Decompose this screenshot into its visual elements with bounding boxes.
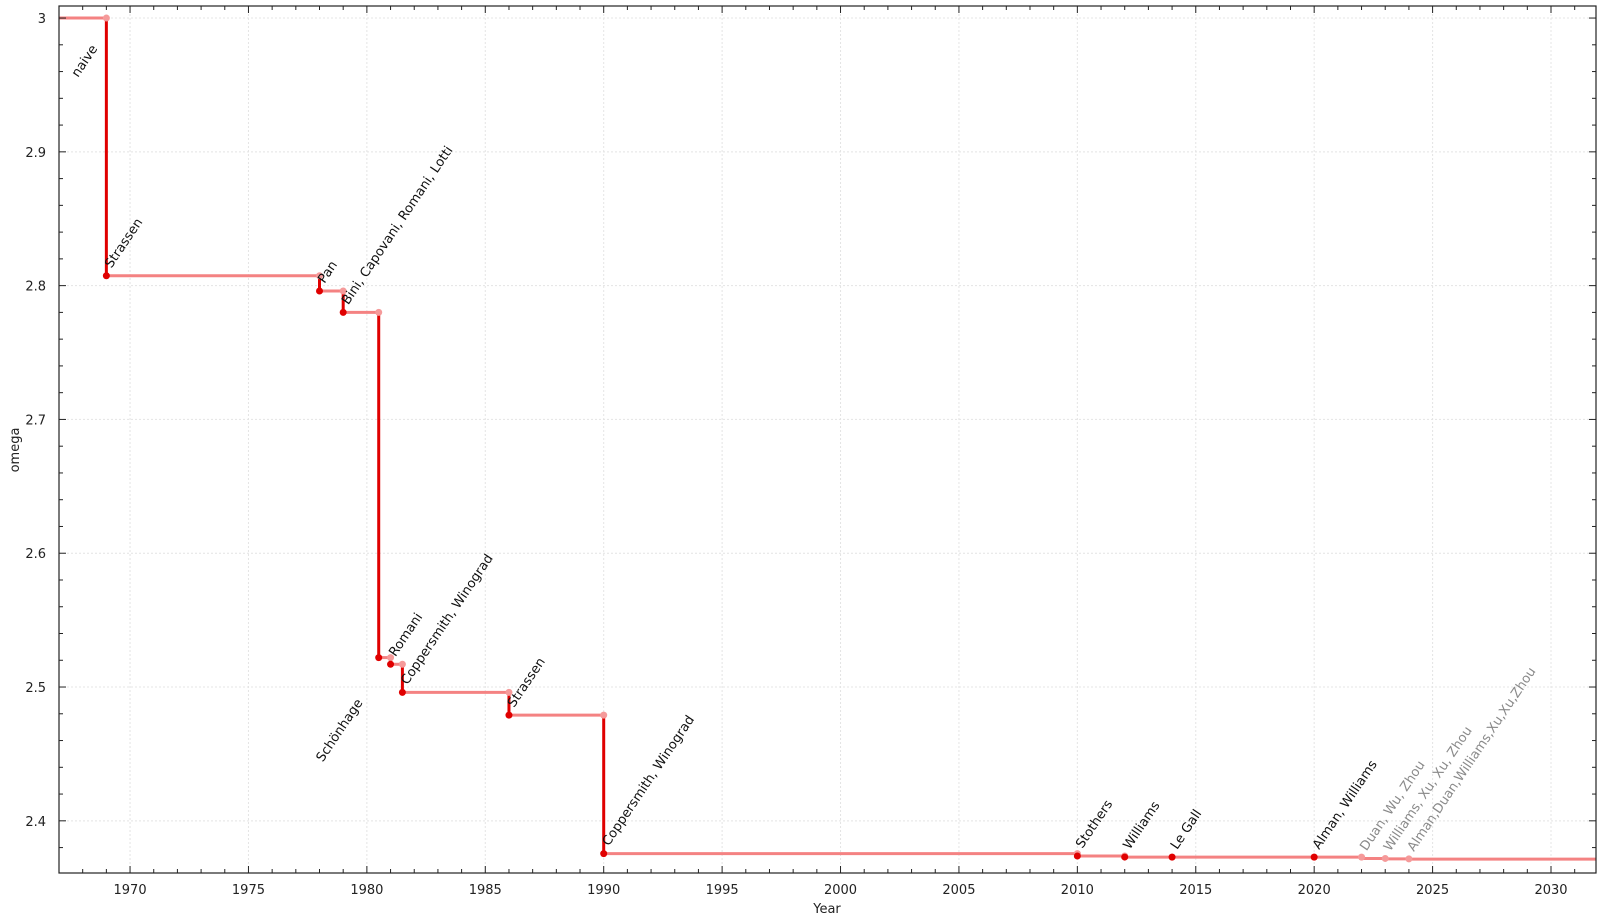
record-marker: [1073, 852, 1081, 860]
record-label: Alman,Duan,Williams,Xu,Xu,Zhou: [1405, 665, 1540, 855]
axes: 1970 1975 1980 1985 1990 1995 2000 2005 2010 2015…: [25, 5, 1597, 898]
x-tick-label: 1995: [706, 883, 739, 898]
y-tick-label: 2.6: [25, 547, 46, 562]
x-tick-label: 1970: [114, 883, 147, 898]
y-tick-label: 2.5: [25, 681, 46, 696]
series: [59, 14, 1596, 863]
record-label: Williams: [1121, 799, 1164, 853]
record-label: Strassen: [102, 216, 146, 271]
y-tick-label: 2.7: [25, 413, 46, 428]
step-marker: [398, 660, 406, 668]
y-tick-label: 2.9: [25, 146, 46, 161]
record-marker: [375, 654, 383, 662]
step-marker: [505, 688, 513, 696]
x-tick-label: 1990: [587, 883, 620, 898]
x-tick-label: 1985: [469, 883, 502, 898]
record-marker: [339, 308, 347, 316]
x-tick-label: 2025: [1416, 883, 1449, 898]
step-marker: [339, 287, 347, 295]
y-axis-title: omega: [8, 428, 23, 473]
x-tick-label: 2030: [1534, 883, 1567, 898]
record-marker: [1168, 853, 1176, 861]
step-marker: [1405, 855, 1413, 863]
x-tick-label: 2010: [1061, 883, 1094, 898]
record-marker: [505, 711, 513, 719]
record-marker: [1310, 853, 1318, 861]
step-marker: [387, 654, 395, 662]
record-label: naive: [69, 42, 101, 80]
y-tick-label: 2.8: [25, 280, 46, 295]
x-axis-title: Year: [812, 902, 841, 917]
record-marker: [102, 272, 110, 280]
plot-frame: [58, 5, 1597, 874]
record-label: Bini, Capovani, Romani, Lotti: [339, 144, 456, 308]
y-tick-label: 2.4: [25, 815, 46, 830]
step-marker: [102, 14, 110, 22]
record-label: Coppersmith, Winograd: [600, 713, 698, 849]
x-tick-label: 2015: [1179, 883, 1212, 898]
record-label: Le Gall: [1168, 807, 1205, 852]
record-marker: [387, 660, 395, 668]
y-tick-label: 3: [38, 12, 46, 27]
step-marker: [1358, 853, 1366, 861]
record-label: Schönhage: [314, 697, 367, 765]
x-tick-label: 2000: [824, 883, 857, 898]
x-tick-label: 2020: [1298, 883, 1331, 898]
record-marker: [316, 287, 324, 295]
record-marker: [600, 850, 608, 858]
step-marker: [600, 711, 608, 719]
x-tick-label: 1975: [232, 883, 265, 898]
x-tick-label: 1980: [350, 883, 383, 898]
step-marker: [1381, 854, 1389, 862]
grid: [59, 6, 1596, 873]
record-marker: [398, 688, 406, 696]
record-label: Strassen: [505, 655, 549, 710]
step-marker: [316, 272, 324, 280]
record-label: Stothers: [1073, 797, 1116, 851]
x-tick-label: 2005: [942, 883, 975, 898]
record-marker: [1121, 853, 1129, 861]
step-marker: [375, 308, 383, 316]
